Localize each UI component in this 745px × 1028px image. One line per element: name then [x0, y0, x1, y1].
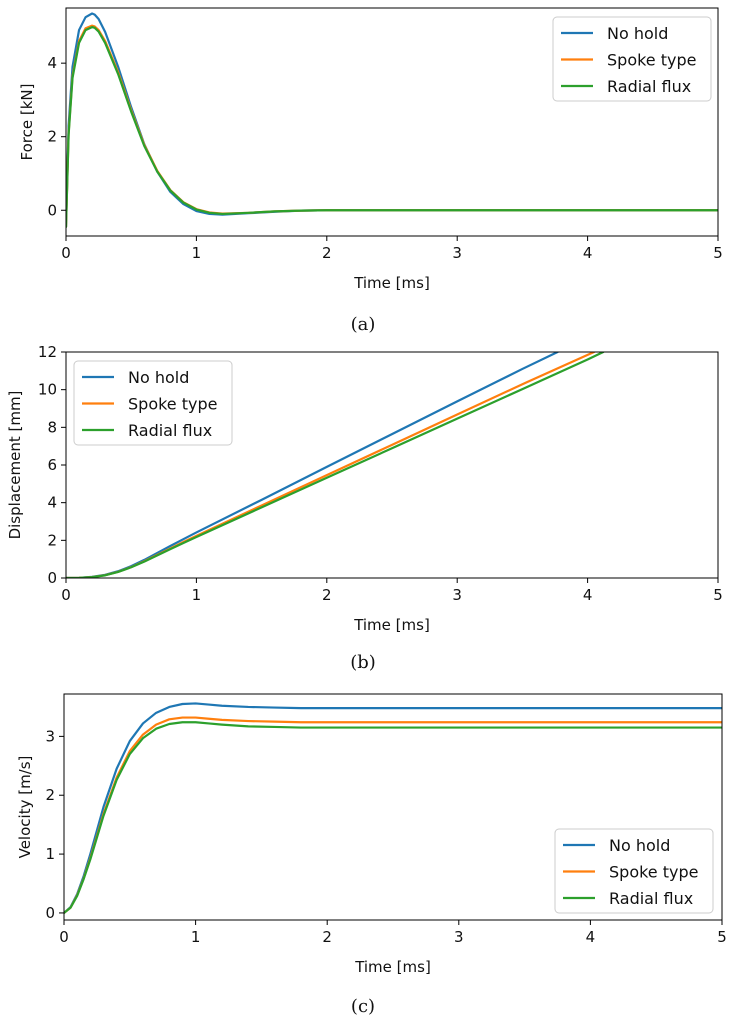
x-tick-label: 2 [322, 928, 332, 946]
panel-caption: (a) [351, 314, 376, 335]
x-tick-label: 4 [586, 928, 596, 946]
legend-label: Spoke type [128, 395, 217, 414]
y-tick-label: 2 [47, 531, 57, 549]
legend-label: Radial flux [609, 889, 693, 908]
y-tick-label: 0 [47, 201, 57, 219]
y-tick-label: 1 [45, 845, 55, 863]
x-tick-label: 5 [713, 244, 723, 262]
chart-panel-1: 0 1 2 3 4 5 0 2 4 Time [ms] Force [kN] No hold Spoke… [18, 8, 723, 335]
x-tick-label: 3 [452, 586, 462, 604]
legend: No hold Spoke type Radial flux [553, 17, 711, 101]
x-tick-label: 4 [583, 244, 593, 262]
x-tick-label: 1 [192, 586, 202, 604]
legend: No hold Spoke type Radial flux [555, 829, 713, 913]
legend-label: No hold [607, 24, 668, 43]
y-tick-label: 4 [47, 54, 57, 72]
y-tick-label: 12 [38, 343, 57, 361]
chart-panel-3: 0 1 2 3 4 5 0 1 2 3 Time [ms] Velocity [m/s] No hold… [16, 694, 727, 1017]
x-tick-label: 0 [61, 244, 71, 262]
y-tick-label: 8 [47, 418, 57, 436]
legend-label: No hold [128, 368, 189, 387]
legend-label: No hold [609, 836, 670, 855]
x-tick-label: 5 [713, 586, 723, 604]
legend-label: Radial flux [128, 421, 212, 440]
y-tick-label: 0 [45, 904, 55, 922]
y-axis-label: Force [kN] [18, 84, 36, 161]
x-axis-label: Time [ms] [353, 616, 430, 634]
legend: No hold Spoke type Radial flux [74, 361, 232, 445]
x-tick-label: 1 [192, 244, 202, 262]
figure: 0 1 2 3 4 5024Time [ms]Force [kN]No holdSpoke… [0, 0, 745, 1028]
y-tick-label: 6 [47, 456, 57, 474]
x-tick-label: 1 [191, 928, 201, 946]
x-tick-label: 3 [452, 244, 462, 262]
legend-label: Spoke type [609, 863, 698, 882]
panel-caption: (b) [350, 652, 376, 673]
x-tick-label: 0 [61, 586, 71, 604]
x-axis-label: Time [ms] [353, 274, 430, 292]
y-tick-label: 2 [45, 786, 55, 804]
legend-label: Spoke type [607, 51, 696, 70]
y-tick-label: 3 [45, 727, 55, 745]
y-tick-label: 4 [47, 494, 57, 512]
y-axis-label: Displacement [mm] [6, 391, 24, 540]
panel-caption: (c) [351, 996, 375, 1017]
x-tick-label: 2 [322, 586, 332, 604]
x-tick-label: 2 [322, 244, 332, 262]
x-tick-label: 5 [717, 928, 727, 946]
y-tick-label: 10 [38, 381, 57, 399]
y-tick-label: 2 [47, 128, 57, 146]
y-tick-label: 0 [47, 569, 57, 587]
x-tick-label: 0 [59, 928, 69, 946]
x-tick-label: 4 [583, 586, 593, 604]
x-tick-label: 3 [454, 928, 464, 946]
legend-label: Radial flux [607, 77, 691, 96]
y-axis-label: Velocity [m/s] [16, 756, 34, 859]
x-axis-label: Time [ms] [354, 958, 431, 976]
